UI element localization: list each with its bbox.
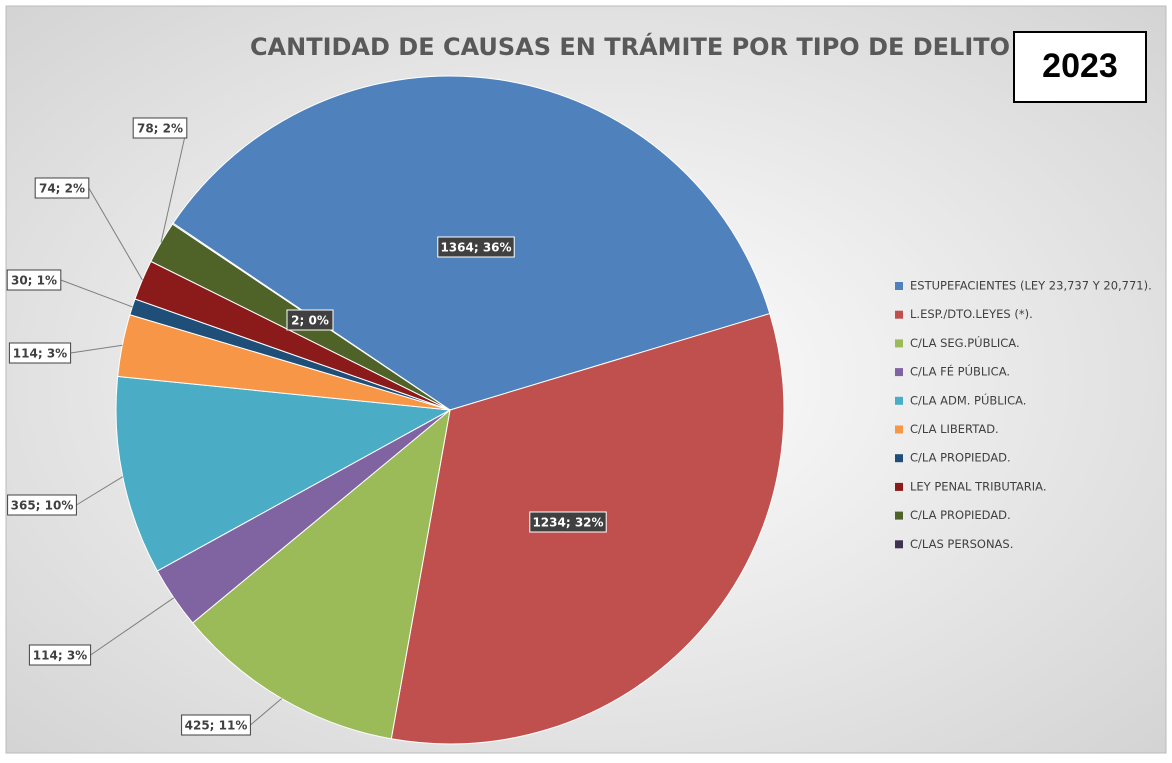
data-label: 1234; 32% — [532, 516, 603, 530]
legend-swatch — [895, 511, 903, 520]
leader-line — [70, 344, 123, 354]
data-label: 114; 3% — [13, 347, 67, 361]
legend-swatch — [895, 482, 903, 491]
leader-line — [88, 187, 143, 281]
leader-line — [90, 597, 175, 656]
leader-line — [160, 127, 188, 243]
legend-swatch — [895, 282, 903, 290]
data-label-box — [34, 177, 90, 199]
data-label: 74; 2% — [39, 182, 85, 196]
data-label: 114; 3% — [33, 649, 87, 663]
data-label-box — [132, 117, 188, 139]
legend-swatch — [895, 454, 903, 463]
legend-label: C/LA SEG.PÚBLICA. — [910, 335, 1020, 350]
legend-swatch — [895, 310, 903, 319]
data-label-box — [286, 309, 334, 331]
data-label-box — [437, 236, 515, 258]
data-label: 30; 1% — [11, 274, 57, 288]
legend-label: ESTUPEFACIENTES (LEY 23,737 Y 20,771). — [910, 279, 1152, 293]
legend-label: C/LA FÉ PÚBLICA. — [910, 364, 1010, 379]
data-label: 425; 11% — [185, 719, 248, 733]
legend-label: L.ESP./DTO.LEYES (*). — [910, 307, 1033, 321]
data-label-box — [8, 342, 72, 364]
legend-label: C/LA PROPIEDAD. — [910, 508, 1011, 522]
legend-label: C/LA PROPIEDAD. — [910, 451, 1011, 465]
data-label-box — [6, 269, 62, 291]
chart-title: CANTIDAD DE CAUSAS EN TRÁMITE POR TIPO D… — [250, 32, 1010, 61]
year-label: 2023 — [1042, 47, 1118, 85]
data-label-box — [181, 714, 251, 736]
data-label: 1364; 36% — [440, 241, 511, 255]
pie-slice — [191, 408, 451, 740]
pie-slice — [115, 375, 452, 572]
leader-line — [60, 279, 133, 308]
data-label-box — [28, 644, 92, 666]
legend-swatch — [895, 339, 903, 348]
leader-line — [76, 476, 123, 506]
data-label-box — [7, 494, 77, 516]
data-label: 78; 2% — [137, 122, 183, 136]
legend-swatch — [895, 540, 903, 549]
legend-label: LEY PENAL TRIBUTARIA. — [910, 479, 1047, 493]
legend-swatch — [895, 396, 903, 405]
legend-swatch — [895, 368, 903, 377]
legend-label: C/LA ADM. PÚBLICA. — [910, 392, 1026, 407]
legend-label: C/LA LIBERTAD. — [910, 422, 999, 436]
data-label: 2; 0% — [291, 314, 329, 328]
data-label-box — [529, 511, 607, 533]
legend-swatch — [895, 425, 903, 434]
legend-label: C/LAS PERSONAS. — [910, 537, 1013, 551]
data-label: 365; 10% — [11, 499, 74, 513]
year-box — [1013, 31, 1147, 103]
leader-line — [250, 698, 283, 726]
